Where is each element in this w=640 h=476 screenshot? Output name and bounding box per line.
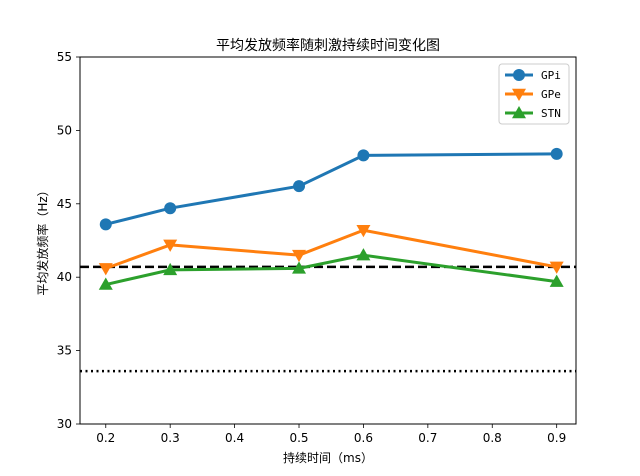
legend-entry: GPi xyxy=(505,69,561,82)
y-axis-label: 平均发放频率（Hz） xyxy=(35,184,50,295)
y-tick-label: 40 xyxy=(57,270,72,284)
data-point-gpi xyxy=(99,218,112,231)
legend-swatch-marker xyxy=(512,88,526,101)
x-tick-label: 0.5 xyxy=(289,431,308,445)
legend: GPi GPe STN xyxy=(498,63,570,125)
y-tick-label: 30 xyxy=(57,417,72,431)
data-point-stn xyxy=(549,274,564,287)
y-tick-label: 35 xyxy=(57,344,72,358)
chart-title: 平均发放频率随刺激持续时间变化图 xyxy=(216,37,440,54)
x-tick-label: 0.8 xyxy=(483,431,502,445)
legend-swatch-marker xyxy=(513,69,525,81)
data-point-gpi xyxy=(550,147,563,160)
x-tick-label: 0.7 xyxy=(418,431,437,445)
data-point-gpi xyxy=(164,202,177,215)
legend-entry: STN xyxy=(505,106,561,120)
legend-label: GPi xyxy=(541,69,561,82)
data-point-gpe xyxy=(98,263,113,276)
x-tick-label: 0.3 xyxy=(161,431,180,445)
legend-entry: GPe xyxy=(505,88,561,101)
data-point-gpe xyxy=(549,261,564,274)
x-axis-label: 持续时间（ms） xyxy=(283,450,373,465)
x-tick-label: 0.6 xyxy=(354,431,373,445)
data-point-gpe xyxy=(292,249,307,263)
data-point-gpe xyxy=(356,224,371,238)
series-line-gpi xyxy=(105,152,557,226)
data-point-stn xyxy=(356,248,371,261)
data-point-stn xyxy=(292,261,307,274)
data-point-gpe xyxy=(163,239,178,252)
legend-label: GPe xyxy=(541,88,561,101)
data-point-gpi xyxy=(357,149,370,162)
data-point-stn xyxy=(163,262,178,276)
y-tick-label: 55 xyxy=(57,50,72,64)
x-tick-label: 0.2 xyxy=(96,431,115,445)
x-tick-label: 0.4 xyxy=(225,431,244,445)
plot-area: 0.2 0.3 0.4 0.5 0.6 0.7 0.8 0.9303540455055GPiG… xyxy=(57,50,577,445)
series-gpi xyxy=(105,152,557,226)
legend-label: STN xyxy=(541,107,561,120)
legend-swatch-marker xyxy=(512,106,526,119)
data-point-stn xyxy=(98,277,113,290)
y-tick-label: 45 xyxy=(57,197,72,211)
y-tick-label: 50 xyxy=(57,123,72,137)
x-tick-label: 0.9 xyxy=(547,431,566,445)
axes-frame xyxy=(79,56,577,425)
data-point-gpi xyxy=(293,180,306,193)
